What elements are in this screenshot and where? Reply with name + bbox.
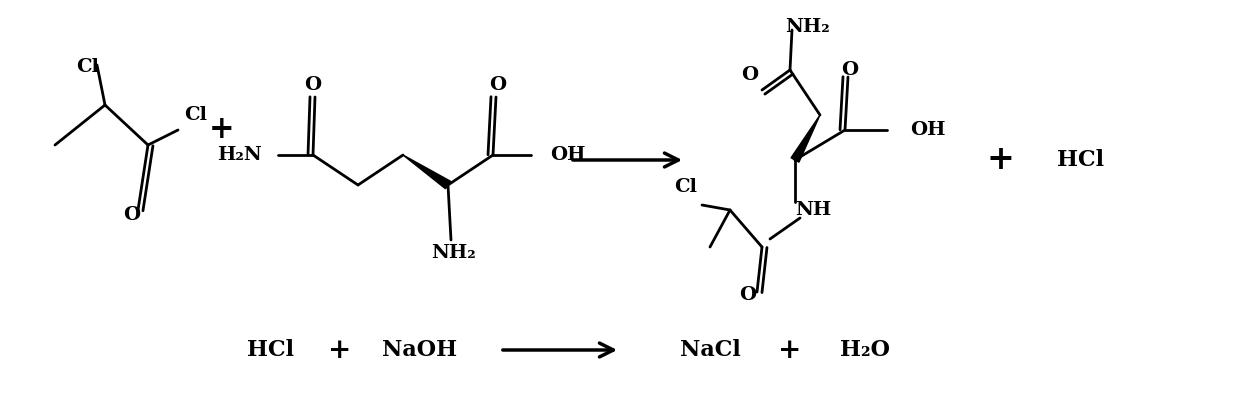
Text: O: O bbox=[124, 206, 140, 224]
Text: OH: OH bbox=[551, 146, 585, 164]
Text: Cl: Cl bbox=[675, 178, 697, 196]
Text: O: O bbox=[739, 286, 756, 304]
Text: +: + bbox=[210, 115, 234, 146]
Text: NaCl: NaCl bbox=[680, 339, 740, 361]
Text: HCl: HCl bbox=[247, 339, 294, 361]
Text: NaOH: NaOH bbox=[382, 339, 458, 361]
Text: H₂N: H₂N bbox=[217, 146, 262, 164]
Polygon shape bbox=[403, 155, 450, 189]
Text: NH₂: NH₂ bbox=[786, 18, 831, 36]
Text: H₂O: H₂O bbox=[839, 339, 890, 361]
Text: O: O bbox=[490, 76, 507, 94]
Text: +: + bbox=[779, 337, 802, 364]
Polygon shape bbox=[791, 115, 820, 162]
Text: O: O bbox=[842, 61, 858, 79]
Text: O: O bbox=[742, 66, 759, 84]
Text: +: + bbox=[329, 337, 352, 364]
Text: NH: NH bbox=[795, 201, 831, 219]
Text: O: O bbox=[305, 76, 321, 94]
Text: Cl: Cl bbox=[77, 58, 99, 76]
Text: HCl: HCl bbox=[1056, 149, 1104, 171]
Text: OH: OH bbox=[910, 121, 945, 139]
Text: +: + bbox=[986, 144, 1014, 176]
Text: NH₂: NH₂ bbox=[430, 244, 475, 262]
Text: Cl: Cl bbox=[185, 106, 207, 124]
